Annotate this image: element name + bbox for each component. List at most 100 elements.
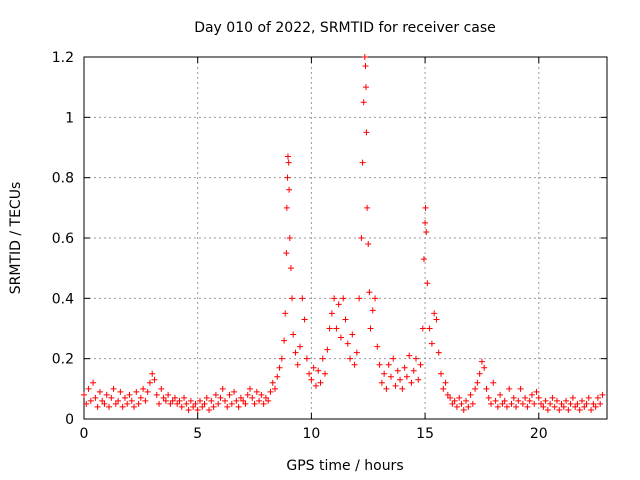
data-point	[394, 367, 401, 374]
data-point	[597, 400, 604, 407]
data-point	[308, 376, 315, 383]
data-point	[306, 370, 313, 377]
data-point	[92, 394, 99, 401]
data-point	[569, 394, 576, 401]
data-point	[469, 400, 476, 407]
data-point	[201, 400, 208, 407]
data-point	[187, 397, 194, 404]
data-point	[196, 397, 203, 404]
data-point	[506, 385, 513, 392]
data-point	[276, 364, 283, 371]
data-point	[169, 397, 176, 404]
data-point	[272, 385, 279, 392]
data-point	[231, 388, 238, 395]
data-point	[285, 159, 292, 166]
data-point	[131, 403, 138, 410]
data-point	[406, 352, 413, 359]
data-point	[337, 334, 344, 341]
data-point	[258, 391, 265, 398]
y-tick-labels: 0 0.2 0.4 0.6 0.8 1 1.2	[52, 50, 74, 428]
data-point	[297, 343, 304, 350]
data-point	[110, 385, 117, 392]
data-point	[199, 403, 206, 410]
data-point	[369, 307, 376, 314]
data-point	[442, 379, 449, 386]
grid-lines	[84, 57, 607, 419]
data-point	[240, 397, 247, 404]
data-point	[426, 325, 433, 332]
data-point	[133, 388, 140, 395]
data-point	[301, 316, 308, 323]
data-point	[283, 250, 290, 257]
data-point	[128, 397, 135, 404]
data-point	[420, 256, 427, 263]
data-point	[284, 174, 291, 181]
data-point	[547, 400, 554, 407]
data-point	[215, 400, 222, 407]
data-point	[417, 361, 424, 368]
data-point	[397, 376, 404, 383]
data-point	[310, 364, 317, 371]
data-point	[151, 376, 158, 383]
data-point	[137, 394, 144, 401]
data-point	[583, 400, 590, 407]
data-point	[174, 400, 181, 407]
data-point	[101, 400, 108, 407]
data-point	[85, 385, 92, 392]
data-point	[265, 397, 272, 404]
x-tick-label: 10	[302, 426, 320, 442]
data-point	[422, 219, 429, 226]
data-point	[449, 400, 456, 407]
data-point	[290, 331, 297, 338]
data-point	[363, 129, 370, 136]
data-point	[267, 388, 274, 395]
data-point	[501, 397, 508, 404]
data-point	[438, 370, 445, 377]
data-point	[526, 397, 533, 404]
data-point	[233, 397, 240, 404]
data-point	[185, 406, 192, 413]
data-point	[299, 295, 306, 302]
data-point	[535, 394, 542, 401]
data-point	[226, 391, 233, 398]
data-point	[81, 391, 87, 398]
data-point	[289, 295, 296, 302]
data-point	[317, 379, 324, 386]
data-point	[208, 397, 215, 404]
data-point	[497, 391, 504, 398]
data-point	[324, 346, 331, 353]
data-series-srmtid	[81, 54, 606, 413]
data-point	[294, 361, 301, 368]
data-point	[517, 385, 524, 392]
data-point	[585, 394, 592, 401]
data-point	[142, 397, 149, 404]
data-point	[356, 295, 363, 302]
data-point	[385, 361, 392, 368]
data-point	[366, 289, 373, 296]
data-point	[551, 403, 558, 410]
data-point	[286, 235, 293, 241]
data-point	[359, 159, 366, 166]
data-point	[246, 385, 253, 392]
data-point	[362, 63, 369, 70]
data-point	[83, 400, 90, 407]
data-point	[490, 379, 497, 386]
data-point	[488, 400, 495, 407]
data-point	[228, 400, 235, 407]
data-point	[588, 406, 595, 413]
data-point	[374, 343, 381, 350]
data-point	[574, 400, 581, 407]
data-point	[572, 403, 579, 410]
data-point	[315, 367, 322, 374]
data-point	[392, 382, 399, 389]
data-point	[251, 400, 258, 407]
data-point	[463, 397, 470, 404]
data-point	[322, 370, 329, 377]
data-point	[206, 406, 213, 413]
data-point	[237, 394, 244, 401]
x-tick-label: 5	[193, 426, 202, 442]
data-point	[515, 397, 522, 404]
data-point	[106, 403, 113, 410]
data-point	[190, 403, 197, 410]
data-point	[112, 400, 119, 407]
